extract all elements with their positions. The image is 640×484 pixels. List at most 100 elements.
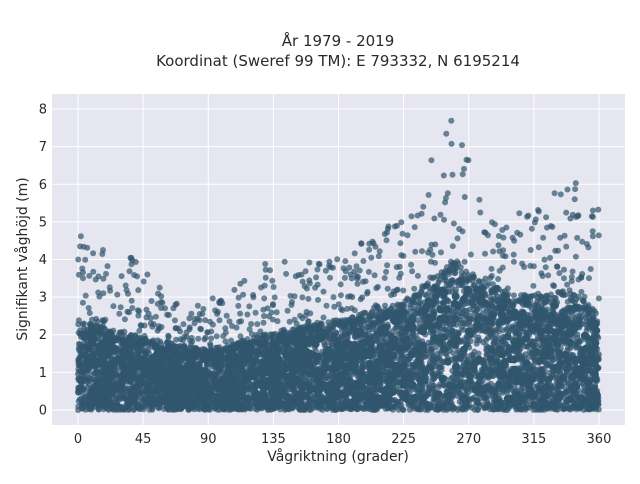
data-point (271, 284, 277, 290)
data-point (119, 273, 125, 279)
data-point (482, 251, 488, 257)
data-point (282, 259, 288, 265)
data-point (155, 301, 161, 307)
data-point (195, 303, 201, 309)
data-point (210, 295, 216, 301)
data-point (376, 253, 382, 259)
data-point (448, 118, 454, 124)
data-point (360, 279, 366, 285)
data-point (573, 180, 579, 186)
data-point (269, 278, 275, 284)
data-point (87, 310, 93, 316)
data-point (317, 261, 323, 267)
data-point (590, 208, 596, 214)
data-point (254, 321, 260, 327)
data-point (384, 262, 390, 268)
data-point (261, 320, 267, 326)
data-point (419, 248, 425, 254)
data-point (533, 216, 539, 222)
data-point (536, 209, 542, 215)
data-point (551, 283, 557, 289)
data-point (173, 337, 179, 343)
data-point (83, 293, 89, 299)
data-point (360, 258, 366, 264)
data-point (511, 259, 517, 265)
data-point (449, 141, 455, 147)
data-point (489, 266, 495, 272)
data-point (127, 268, 133, 274)
data-point (567, 405, 573, 411)
data-point (543, 264, 549, 270)
data-point (545, 272, 551, 278)
data-point (158, 293, 164, 299)
data-point (208, 335, 214, 341)
data-point (596, 295, 602, 301)
data-point (455, 235, 461, 241)
data-point (382, 275, 388, 281)
data-point (441, 217, 447, 223)
data-point (359, 294, 365, 300)
data-point (451, 221, 457, 227)
data-point (464, 157, 470, 163)
data-point (415, 273, 421, 279)
data-point (82, 257, 88, 263)
data-point (339, 333, 345, 339)
data-point (540, 235, 546, 241)
data-point (555, 289, 561, 295)
data-point (392, 224, 398, 230)
data-point (461, 166, 467, 172)
data-point (119, 329, 125, 335)
data-point (459, 142, 465, 148)
data-point (426, 192, 432, 198)
data-point (342, 258, 348, 264)
data-point (90, 250, 96, 256)
data-point (574, 235, 580, 241)
data-point (496, 248, 502, 254)
data-point (431, 216, 437, 222)
data-point (398, 219, 404, 225)
data-point (517, 298, 523, 304)
data-point (500, 235, 506, 241)
data-point (400, 253, 406, 259)
data-point (118, 304, 124, 310)
data-point (312, 285, 318, 291)
data-point (420, 204, 426, 210)
data-point (285, 308, 291, 314)
data-point (428, 157, 434, 163)
data-point (430, 252, 436, 258)
data-point (80, 275, 86, 281)
data-point (334, 256, 340, 262)
data-point (415, 213, 421, 219)
data-point (408, 262, 414, 268)
data-point (349, 305, 355, 311)
data-point (269, 310, 275, 316)
data-point (368, 255, 374, 261)
data-point (349, 294, 355, 300)
data-point (162, 305, 168, 311)
data-point (570, 269, 576, 275)
data-point (554, 264, 560, 270)
data-point (511, 252, 517, 258)
data-point (157, 285, 163, 291)
data-point (529, 226, 535, 232)
data-point (542, 257, 548, 263)
data-point (116, 311, 122, 317)
data-point (305, 296, 311, 302)
data-point (558, 191, 564, 197)
data-point (354, 263, 360, 269)
data-point (217, 317, 223, 323)
data-point (75, 257, 81, 263)
data-point (262, 261, 268, 267)
data-point (80, 300, 86, 306)
data-point (409, 268, 415, 274)
data-point (306, 260, 312, 266)
data-point (200, 306, 206, 312)
data-point (586, 275, 592, 281)
data-point (438, 249, 444, 255)
data-point (450, 243, 456, 249)
data-point (521, 264, 527, 270)
data-point (570, 212, 576, 218)
data-point (173, 302, 179, 308)
data-point (481, 229, 487, 235)
